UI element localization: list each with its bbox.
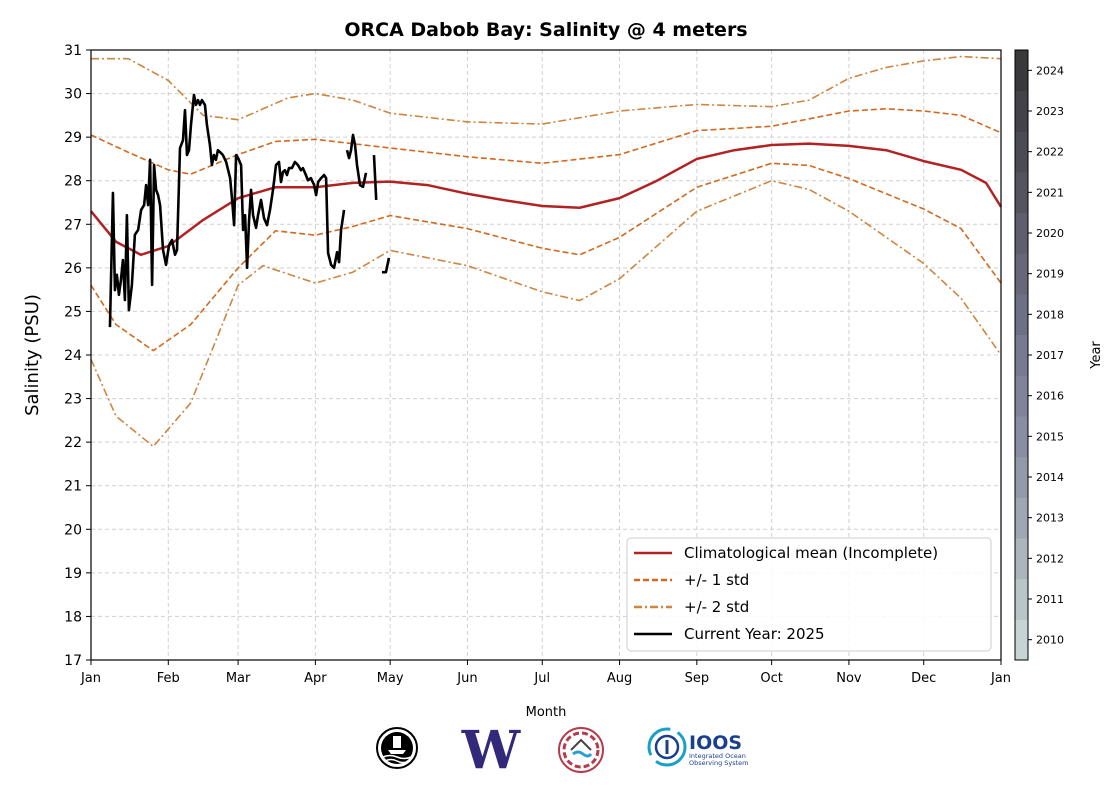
y-tick-label: 23 bbox=[64, 392, 82, 408]
y-tick-label: 27 bbox=[64, 217, 82, 233]
colorbar-tick-label: 2016 bbox=[1036, 390, 1064, 403]
colorbar-band bbox=[1015, 619, 1028, 661]
y-tick-label: 29 bbox=[64, 130, 82, 146]
colorbar-band bbox=[1015, 334, 1028, 376]
colorbar-band bbox=[1015, 456, 1028, 498]
svg-text:Integrated Ocean: Integrated Ocean bbox=[689, 752, 746, 760]
current-year-segment bbox=[108, 93, 346, 328]
colorbar-band bbox=[1015, 578, 1028, 620]
y-tick-label: 26 bbox=[64, 261, 82, 277]
y-tick-label: 20 bbox=[64, 522, 82, 538]
current-year-segment bbox=[381, 257, 391, 274]
colorbar-band bbox=[1015, 253, 1028, 295]
series-line-0 bbox=[90, 142, 1003, 257]
colorbar: 2010 2011 2012 2013 2014 2015 2016 2017 2018 2019… bbox=[1014, 49, 1064, 661]
series-line-4 bbox=[90, 179, 1002, 448]
colorbar-band bbox=[1015, 172, 1028, 214]
colorbar-tick-label: 2013 bbox=[1036, 512, 1064, 525]
ioos-logo: IOOS Integrated Ocean Observing System bbox=[647, 727, 749, 767]
plot-lines bbox=[90, 55, 1003, 448]
colorbar-tick-label: 2022 bbox=[1036, 146, 1064, 159]
colorbar-tick-label: 2012 bbox=[1036, 552, 1064, 565]
legend-label: Climatological mean (Incomplete) bbox=[684, 544, 938, 562]
svg-text:W: W bbox=[461, 720, 522, 781]
y-tick-label: 21 bbox=[64, 479, 82, 495]
legend-label: +/- 2 std bbox=[684, 598, 749, 616]
y-axis: 17 18 19 20 21 22 23 24 25 26 27 28 29 30 31 bbox=[64, 43, 91, 669]
legend-label: Current Year: 2025 bbox=[684, 625, 825, 643]
y-tick-label: 24 bbox=[64, 348, 82, 364]
x-tick-label: Jan bbox=[80, 671, 101, 686]
x-axis-label: Month bbox=[526, 705, 567, 720]
colorbar-band bbox=[1015, 90, 1028, 132]
x-tick-label: Apr bbox=[304, 671, 327, 686]
x-tick-label: Jan bbox=[990, 671, 1011, 686]
colorbar-tick-label: 2011 bbox=[1036, 593, 1064, 606]
series-line-2 bbox=[90, 162, 1002, 352]
colorbar-tick-label: 2010 bbox=[1036, 634, 1064, 647]
x-tick-label: Aug bbox=[607, 671, 632, 686]
x-tick-label: May bbox=[377, 671, 404, 686]
x-tick-label: Jun bbox=[456, 671, 477, 686]
colorbar-tick-label: 2023 bbox=[1036, 105, 1064, 118]
colorbar-tick-label: 2014 bbox=[1036, 471, 1064, 484]
colorbar-tick-label: 2018 bbox=[1036, 308, 1064, 321]
svg-text:Observing System: Observing System bbox=[689, 759, 749, 767]
y-tick-label: 22 bbox=[64, 435, 82, 451]
colorbar-band bbox=[1015, 538, 1028, 580]
colorbar-tick-label: 2015 bbox=[1036, 430, 1064, 443]
colorbar-tick-label: 2021 bbox=[1036, 186, 1064, 199]
y-tick-label: 30 bbox=[64, 87, 82, 103]
current-year-segment bbox=[372, 154, 378, 200]
x-axis: Jan Feb Mar Apr May Jun Jul Aug Sep Oct Nov Dec Jan bbox=[80, 660, 1011, 686]
x-tick-label: Feb bbox=[157, 671, 180, 686]
grid bbox=[90, 49, 1002, 661]
nanoos-logo bbox=[558, 727, 604, 773]
y-tick-label: 31 bbox=[64, 43, 82, 59]
svg-text:IOOS: IOOS bbox=[689, 732, 742, 754]
y-tick-label: 19 bbox=[64, 566, 82, 582]
colorbar-band bbox=[1015, 416, 1028, 458]
series-line-1 bbox=[90, 108, 1002, 175]
colorbar-label: Year bbox=[1089, 341, 1104, 370]
series-line-3 bbox=[91, 55, 1002, 125]
colorbar-band bbox=[1015, 375, 1028, 417]
x-tick-label: Dec bbox=[911, 671, 936, 686]
x-tick-label: Jul bbox=[533, 671, 550, 686]
y-tick-label: 28 bbox=[64, 174, 82, 190]
x-tick-label: Sep bbox=[685, 671, 710, 686]
colorbar-tick-label: 2019 bbox=[1036, 268, 1064, 281]
y-tick-label: 18 bbox=[64, 609, 82, 625]
uw-logo: W bbox=[461, 720, 522, 781]
colorbar-tick-label: 2024 bbox=[1036, 64, 1064, 77]
colorbar-tick-label: 2017 bbox=[1036, 349, 1064, 362]
colorbar-band bbox=[1015, 50, 1028, 92]
y-axis-label: Salinity (PSU) bbox=[22, 294, 43, 416]
legend: Climatological mean (Incomplete) +/- 1 st… bbox=[626, 537, 992, 652]
legend-label: +/- 1 std bbox=[684, 571, 749, 589]
y-tick-label: 17 bbox=[64, 653, 82, 669]
current-year-segment bbox=[345, 133, 368, 189]
orca-buoy-logo bbox=[376, 727, 418, 769]
chart-title: ORCA Dabob Bay: Salinity @ 4 meters bbox=[344, 19, 747, 41]
x-tick-label: Mar bbox=[226, 671, 251, 686]
x-tick-label: Nov bbox=[836, 671, 862, 686]
x-tick-label: Oct bbox=[760, 671, 782, 686]
colorbar-band bbox=[1015, 497, 1028, 539]
colorbar-band bbox=[1015, 294, 1028, 336]
colorbar-band bbox=[1015, 212, 1028, 254]
colorbar-tick-label: 2020 bbox=[1036, 227, 1064, 240]
y-tick-label: 25 bbox=[64, 304, 82, 320]
colorbar-band bbox=[1015, 131, 1028, 173]
legend-box bbox=[626, 537, 992, 652]
